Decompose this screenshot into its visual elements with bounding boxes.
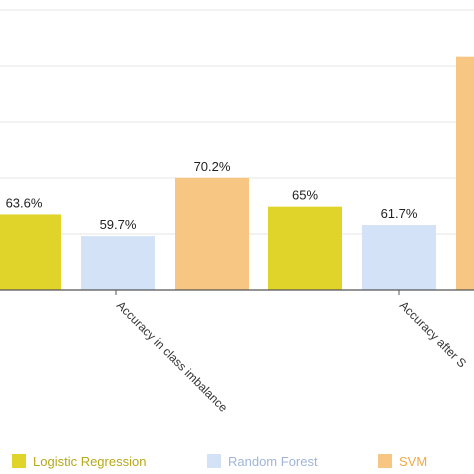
data-label-logistic-regression-2: 65% [292,188,318,203]
legend-item-svm[interactable]: SVM [378,453,427,469]
legend-item-logistic-regression[interactable]: Logistic Regression [12,453,146,469]
data-label-logistic-regression-1: 63.6% [6,195,43,210]
legend-swatch-svm [378,454,392,468]
legend-swatch-logistic-regression [12,454,26,468]
data-label-random-forest-1: 59.7% [100,217,137,232]
legend-item-random-forest[interactable]: Random Forest [207,453,318,469]
legend-label-random-forest: Random Forest [228,453,318,469]
bar-logistic-regression-1 [0,214,61,290]
legend: Logistic Regression Random Forest SVM [0,447,474,474]
x-axis [0,289,474,295]
bar-logistic-regression-2 [268,206,342,290]
category-labels: Accuracy in class imbalance Accuracy afte… [114,298,469,415]
legend-swatch-random-forest [207,454,221,468]
category-label-1: Accuracy in class imbalance [114,298,231,415]
data-labels: 63.6% 65% 59.7% 61.7% 70.2% [6,159,418,232]
bar-random-forest-1 [81,236,155,290]
category-label-2: Accuracy after S [397,298,469,370]
data-label-svm-1: 70.2% [194,159,231,174]
bars [0,56,474,290]
legend-label-logistic-regression: Logistic Regression [33,453,147,469]
bar-random-forest-2 [362,225,436,290]
data-label-random-forest-2: 61.7% [381,206,418,221]
legend-label-svm: SVM [399,453,428,469]
bar-svm-2 [456,56,474,290]
bar-svm-1 [175,177,249,290]
